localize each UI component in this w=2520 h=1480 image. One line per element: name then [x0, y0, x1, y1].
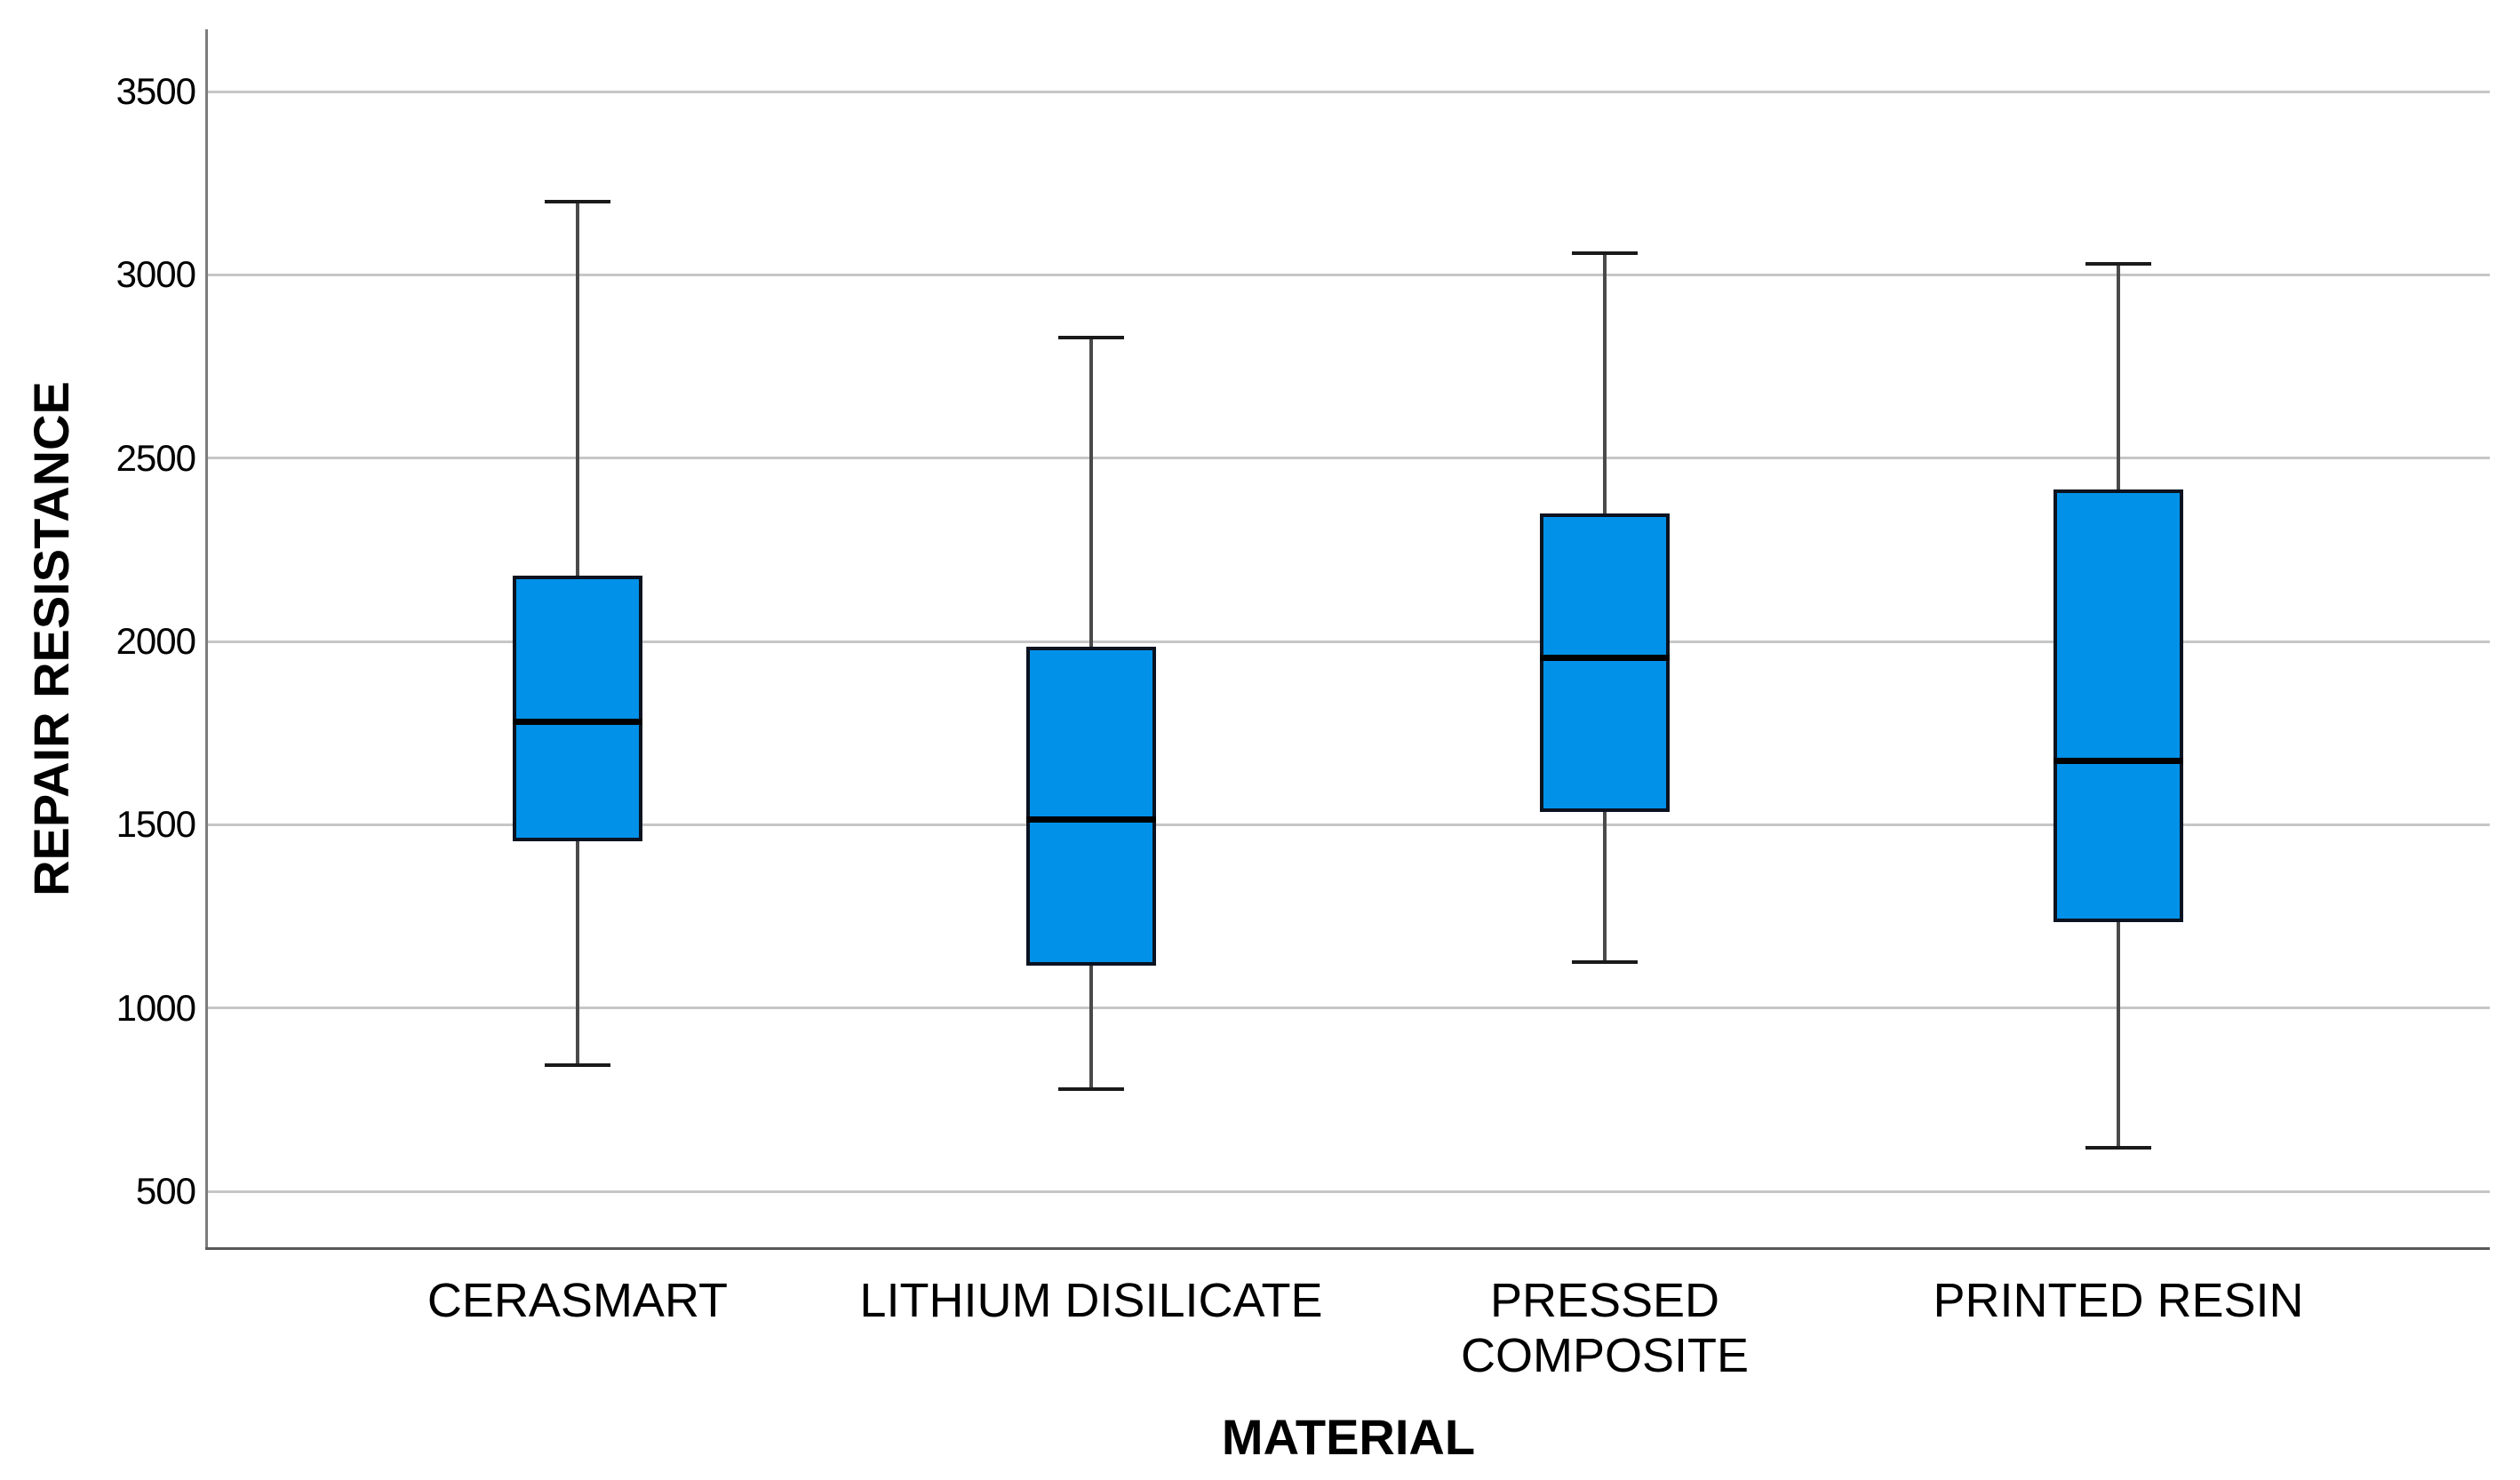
y-tick-label-2000: 2000 [116, 620, 196, 663]
whisker-lower [1089, 966, 1093, 1089]
gridline-3000 [207, 273, 2490, 276]
gridline-1000 [207, 1007, 2490, 1010]
y-tick-label-1500: 1500 [116, 803, 196, 846]
x-category-label-4: PRINTED RESIN [1933, 1274, 2304, 1327]
gridline-500 [207, 1190, 2490, 1193]
whisker-upper [1089, 337, 1093, 648]
median-line-1 [512, 719, 642, 726]
y-tick-label-3000: 3000 [116, 253, 196, 296]
whisker-cap-min [2085, 1145, 2152, 1150]
y-tick-label-500: 500 [135, 1170, 196, 1213]
whisker-cap-max [2085, 262, 2152, 267]
median-line-3 [1539, 655, 1670, 662]
x-category-label-1: CERASMART [427, 1274, 728, 1327]
whisker-cap-min [1571, 960, 1638, 965]
whisker-cap-max [1057, 335, 1124, 339]
median-line-2 [1025, 816, 1156, 823]
y-axis-title: REPAIR RESISTANCE [23, 381, 79, 896]
whisker-cap-min [1057, 1086, 1124, 1091]
y-tick-label-2500: 2500 [116, 436, 196, 479]
median-line-4 [2053, 757, 2184, 764]
box-1 [512, 575, 642, 841]
gridline-1500 [207, 823, 2490, 826]
whisker-cap-max [1571, 251, 1638, 255]
whisker-lower [2117, 921, 2121, 1148]
whisker-cap-min [544, 1062, 610, 1067]
whisker-upper [2117, 264, 2121, 489]
gridline-3500 [207, 90, 2490, 93]
whisker-lower [575, 840, 579, 1065]
x-axis-title: MATERIAL [1221, 1409, 1476, 1465]
gridline-2500 [207, 457, 2490, 460]
gridline-2000 [207, 640, 2490, 643]
box-4 [2053, 489, 2184, 922]
y-tick-label-3500: 3500 [116, 70, 196, 113]
whisker-upper [575, 201, 579, 576]
whisker-cap-max [544, 199, 610, 203]
box-3 [1539, 513, 1670, 812]
x-category-label-3: PRESSED COMPOSITE [1460, 1274, 1749, 1382]
x-axis-line [205, 1247, 2490, 1250]
whisker-upper [1602, 252, 1607, 513]
y-tick-label-1000: 1000 [116, 986, 196, 1029]
y-axis-line [205, 29, 208, 1250]
box-2 [1025, 647, 1156, 967]
x-category-label-2: LITHIUM DISILICATE [859, 1274, 1323, 1327]
whisker-lower [1602, 811, 1607, 963]
